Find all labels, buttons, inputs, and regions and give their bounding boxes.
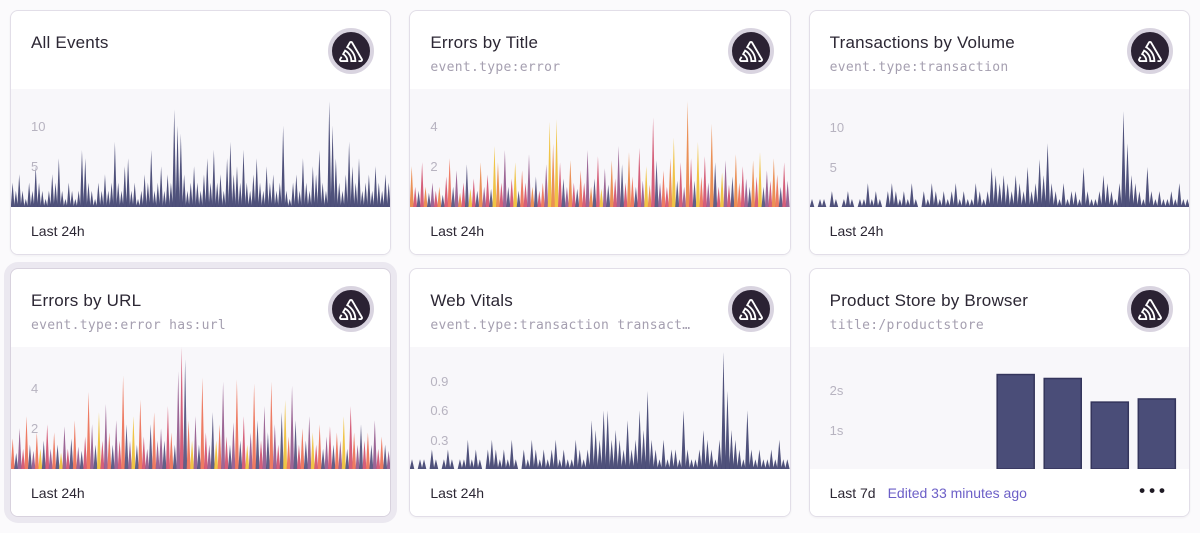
- time-range-label: Last 7d: [829, 484, 876, 501]
- widget-product-store-by-browser[interactable]: Product Store by Browser title:/products…: [808, 268, 1190, 517]
- widget-footer: Last 24h: [11, 207, 391, 254]
- chart-product-store-by-browser: 2s 1s: [809, 347, 1189, 469]
- widget-query: title:/productstore: [829, 318, 985, 333]
- widget-footer: Last 24h: [11, 469, 391, 516]
- chart-transactions-by-volume: 10 5: [809, 89, 1189, 207]
- widget-query: event.type:error: [430, 60, 561, 75]
- widget-query: event.type:error has:url: [31, 318, 227, 333]
- widget-header: Product Store by Browser title:/products…: [810, 269, 1189, 347]
- widget-query: event.type:transaction: [829, 60, 1009, 75]
- sentry-logo-icon: [1127, 286, 1173, 332]
- widget-web-vitals[interactable]: Web Vitals event.type:transaction transa…: [409, 268, 791, 517]
- more-options-icon[interactable]: •••: [1139, 481, 1169, 500]
- widget-header: All Events: [11, 11, 390, 89]
- sentry-logo-icon: [727, 286, 774, 332]
- time-range-label: Last 24h: [430, 222, 485, 239]
- widget-title: Transactions by Volume: [829, 33, 1015, 52]
- widget-errors-by-url[interactable]: Errors by URL event.type:error has:url 4…: [10, 268, 392, 517]
- sentry-logo-icon: [727, 28, 774, 74]
- edited-link[interactable]: Edited 33 minutes ago: [887, 484, 1027, 501]
- widget-title: Errors by URL: [31, 291, 142, 310]
- time-range-label: Last 24h: [31, 222, 85, 239]
- widget-header: Errors by Title event.type:error: [410, 11, 789, 89]
- widget-header: Errors by URL event.type:error has:url: [11, 269, 390, 347]
- widget-title: Product Store by Browser: [829, 291, 1029, 310]
- time-range-label: Last 24h: [31, 484, 85, 501]
- sentry-logo-icon: [1127, 28, 1173, 74]
- widget-footer: Last 24h: [410, 207, 790, 254]
- widget-title: Web Vitals: [430, 291, 513, 310]
- widget-footer: Last 7d Edited 33 minutes ago •••: [809, 469, 1189, 516]
- sentry-logo-icon: [328, 286, 375, 332]
- widget-transactions-by-volume[interactable]: Transactions by Volume event.type:transa…: [808, 10, 1190, 255]
- time-range-label: Last 24h: [829, 222, 884, 239]
- widget-footer: Last 24h: [410, 469, 790, 516]
- widget-header: Transactions by Volume event.type:transa…: [810, 11, 1189, 89]
- widget-all-events[interactable]: All Events 10 5 Last 24h: [10, 10, 392, 255]
- chart-all-events: 10 5: [11, 89, 391, 207]
- chart-web-vitals: 0.9 0.6 0.3: [410, 347, 790, 469]
- widget-footer: Last 24h: [809, 207, 1189, 254]
- widget-query: event.type:transaction transact…: [430, 318, 691, 333]
- time-range-label: Last 24h: [430, 484, 485, 501]
- widget-header: Web Vitals event.type:transaction transa…: [410, 269, 789, 347]
- widget-title: Errors by Title: [430, 33, 539, 52]
- sentry-logo-icon: [328, 28, 375, 74]
- widget-title: All Events: [31, 33, 109, 52]
